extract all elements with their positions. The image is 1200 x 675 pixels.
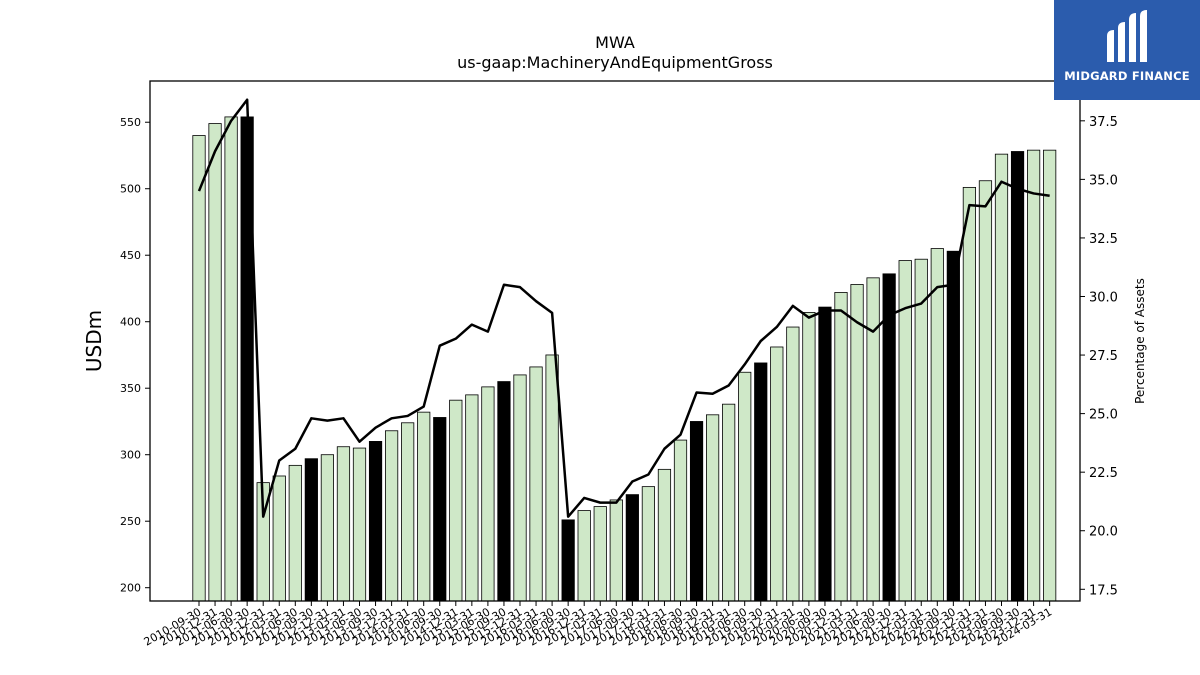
bar-2023-03-31 xyxy=(978,180,993,602)
bar-2010-09-30 xyxy=(192,135,206,602)
right-tick-label: 22.5 xyxy=(1089,466,1118,481)
left-axis-ticks: 200 250 300 350 400 450 500 550 xyxy=(120,116,150,595)
left-tick-label: 550 xyxy=(120,116,141,129)
bar-2024-03-31 xyxy=(1043,149,1057,602)
plot-frame xyxy=(149,80,1081,602)
bar-2015-09-30 xyxy=(497,381,511,602)
bar-2012-03-31 xyxy=(272,475,286,602)
y2-axis-label: Percentage of Assets xyxy=(1133,278,1147,404)
left-tick-label: 500 xyxy=(120,183,141,196)
bar-2016-09-30 xyxy=(561,519,575,602)
bar-2015-03-31 xyxy=(465,394,479,602)
right-axis-ticks: 17.5 20.0 22.5 25.0 27.5 30.0 32.5 35.0 37.5 xyxy=(1080,115,1118,598)
bar-2018-09-30 xyxy=(689,421,704,602)
brand-logo: MIDGARD FINANCE xyxy=(1054,0,1200,100)
percentage-line xyxy=(197,98,1050,518)
bar-2016-03-31 xyxy=(529,366,543,602)
right-tick-label: 32.5 xyxy=(1089,232,1118,247)
midgard-m-logo-icon xyxy=(1107,10,1147,62)
bar-2014-06-30 xyxy=(417,411,431,602)
bar-2017-09-30 xyxy=(625,494,639,602)
right-tick-label: 17.5 xyxy=(1089,583,1118,598)
bar-2022-12-31 xyxy=(962,186,977,602)
bar-2022-09-30 xyxy=(946,250,960,602)
bar-2011-06-30 xyxy=(224,116,238,602)
bar-2015-06-30 xyxy=(481,386,495,602)
chart-title: MWA xyxy=(595,33,635,52)
bar-2019-12-31 xyxy=(770,346,784,602)
bar-2013-06-30 xyxy=(352,447,367,602)
chart-subtitle: us-gaap:MachineryAndEquipmentGross xyxy=(457,53,773,72)
left-tick-label: 250 xyxy=(120,515,141,528)
brand-name: MIDGARD FINANCE xyxy=(1064,69,1190,83)
bar-2018-03-31 xyxy=(657,468,672,602)
right-tick-label: 30.0 xyxy=(1089,290,1118,305)
bar-2023-09-30 xyxy=(1010,151,1025,602)
bar-2022-03-31 xyxy=(914,258,928,602)
bar-2020-09-30 xyxy=(818,306,832,602)
left-tick-label: 300 xyxy=(120,449,141,462)
left-tick-label: 400 xyxy=(120,316,141,329)
left-tick-label: 350 xyxy=(120,382,141,395)
right-tick-label: 20.0 xyxy=(1089,525,1118,540)
bar-2020-03-31 xyxy=(786,326,800,602)
bar-2018-06-30 xyxy=(673,439,688,602)
bar-2019-06-30 xyxy=(738,371,752,602)
bar-2021-03-31 xyxy=(850,284,864,602)
bar-2013-03-31 xyxy=(336,446,351,602)
bar-2020-06-30 xyxy=(802,312,816,602)
bar-2015-12-31 xyxy=(513,374,527,602)
bar-2017-06-30 xyxy=(609,499,623,602)
bar-2023-06-30 xyxy=(994,153,1009,602)
bar-2017-03-31 xyxy=(593,506,607,602)
bar-2021-12-31 xyxy=(898,260,912,602)
bar-2012-09-30 xyxy=(304,458,318,602)
x-axis-ticks: 2010-09-302010-12-312011-06-302011-09-30… xyxy=(142,601,1054,649)
y-axis-label: USDm xyxy=(82,310,106,372)
bar-2020-12-31 xyxy=(834,292,848,602)
bar-2019-03-31 xyxy=(722,403,736,602)
left-tick-label: 200 xyxy=(120,582,141,595)
right-tick-label: 35.0 xyxy=(1089,173,1118,188)
left-tick-label: 450 xyxy=(120,249,141,262)
bar-2010-12-31 xyxy=(208,123,222,602)
bar-2017-12-31 xyxy=(641,486,656,602)
bar-2014-12-31 xyxy=(449,399,463,602)
bar-2021-09-30 xyxy=(882,273,896,602)
right-tick-label: 25.0 xyxy=(1089,408,1118,423)
bar-2022-06-30 xyxy=(930,248,944,602)
bar-2018-12-31 xyxy=(706,414,720,602)
bar-series xyxy=(192,116,1057,602)
bar-2019-09-30 xyxy=(754,362,768,602)
bar-2016-06-30 xyxy=(545,354,559,602)
bar-2013-09-30 xyxy=(368,441,383,602)
bar-2012-06-30 xyxy=(288,464,302,602)
bar-2014-09-30 xyxy=(433,417,447,602)
right-tick-label: 27.5 xyxy=(1089,349,1118,364)
bar-2012-12-31 xyxy=(320,454,335,602)
bar-2014-03-31 xyxy=(401,422,415,602)
bar-2013-12-31 xyxy=(384,430,399,602)
right-tick-label: 37.5 xyxy=(1089,115,1118,130)
bar-2016-12-31 xyxy=(577,510,591,602)
bar-2023-12-31 xyxy=(1027,149,1041,602)
